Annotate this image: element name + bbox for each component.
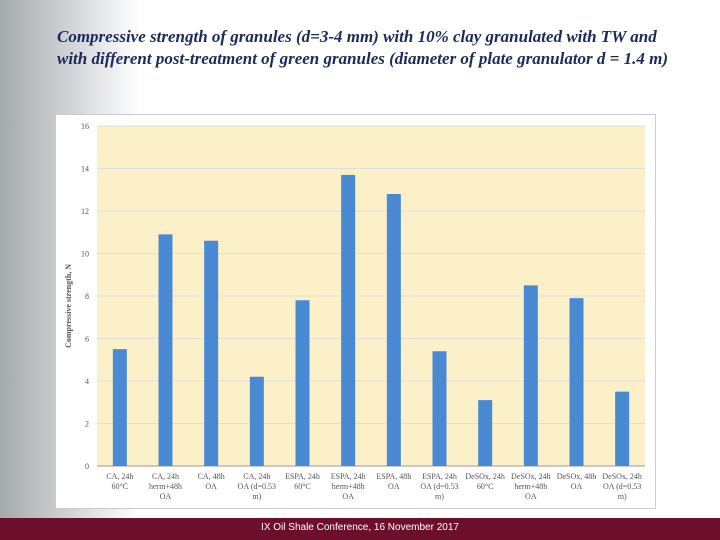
- bar: [204, 240, 219, 466]
- x-tick-label-line: m): [435, 492, 444, 501]
- x-tick-label-line: OA (d=0.53: [238, 482, 276, 491]
- x-tick-label-line: herm+48h: [149, 482, 182, 491]
- x-tick-label-line: CA, 48h: [198, 472, 225, 481]
- y-tick-label: 4: [85, 377, 89, 386]
- footer-bar: IX Oil Shale Conference, 16 November 201…: [0, 518, 720, 540]
- y-tick-label: 10: [81, 250, 89, 259]
- x-tick-label: ESPA, 24h herm+48h OA: [331, 472, 366, 501]
- x-tick-label: DeSOx, 24h herm+48h OA: [511, 472, 551, 501]
- x-tick-label-line: herm+48h: [332, 482, 365, 491]
- y-tick-label: 8: [85, 292, 89, 301]
- x-tick-label-line: DeSOx, 48h: [557, 472, 597, 481]
- x-tick-label-line: 60°C: [477, 482, 494, 491]
- bar: [432, 351, 447, 466]
- bar: [386, 194, 401, 466]
- x-tick-label-line: DeSOx, 24h: [511, 472, 551, 481]
- x-tick-label: CA, 24h herm+48h OA: [149, 472, 182, 501]
- bar: [249, 376, 264, 466]
- bar: [295, 300, 310, 466]
- x-tick-label: ESPA, 24h OA (d=0.53 m): [420, 472, 458, 501]
- bar: [478, 400, 493, 466]
- x-tick-label-line: ESPA, 24h: [422, 472, 457, 481]
- y-tick-label: 12: [81, 207, 89, 216]
- x-tick-label: CA, 24h OA (d=0.53 m): [238, 472, 276, 501]
- x-tick-label-line: ESPA, 24h: [331, 472, 366, 481]
- chart: Compressive strength, N 0 2 4 6 8 10 12 14 16 CA,…: [55, 114, 656, 509]
- x-tick-label-line: OA (d=0.53: [603, 482, 641, 491]
- x-tick-label-line: CA, 24h: [106, 472, 133, 481]
- y-tick-label: 0: [85, 462, 89, 471]
- x-tick-label-line: OA: [342, 492, 354, 501]
- y-tick-label: 14: [81, 165, 89, 174]
- bar: [523, 285, 538, 466]
- x-tick-label-line: herm+48h: [514, 482, 547, 491]
- bar: [341, 174, 356, 466]
- x-tick-label: CA, 48h OA: [198, 472, 225, 491]
- bar: [615, 391, 630, 466]
- y-axis-label: Compressive strength, N: [64, 264, 73, 348]
- x-tick-label: DeSOx, 24h OA (d=0.53 m): [602, 472, 642, 501]
- x-tick-label-line: CA, 24h: [152, 472, 179, 481]
- y-tick-label: 16: [81, 122, 89, 131]
- x-tick-label-line: OA (d=0.53: [420, 482, 458, 491]
- chart-title: Compressive strength of granules (d=3-4 …: [57, 27, 668, 68]
- bar: [112, 349, 127, 466]
- y-tick-label: 6: [85, 335, 89, 344]
- footer-text: IX Oil Shale Conference, 16 November 201…: [261, 522, 459, 533]
- x-tick-label: DeSOx, 24h 60°C: [465, 472, 505, 491]
- x-tick-label-line: DeSOx, 24h: [465, 472, 505, 481]
- x-tick-label-line: OA: [388, 482, 400, 491]
- x-tick-label: ESPA, 24h 60°C: [285, 472, 320, 491]
- x-tick-label-line: OA: [571, 482, 583, 491]
- x-tick-label-line: DeSOx, 24h: [602, 472, 642, 481]
- x-tick-label-line: 60°C: [294, 482, 311, 491]
- bar: [158, 234, 173, 466]
- x-tick-label: DeSOx, 48h OA: [557, 472, 597, 491]
- x-tick-label-line: m): [618, 492, 627, 501]
- x-tick-label-line: 60°C: [112, 482, 129, 491]
- x-tick-label-line: m): [252, 492, 261, 501]
- x-tick-label-line: OA: [525, 492, 537, 501]
- x-tick-label-line: OA: [160, 492, 172, 501]
- x-tick-label-line: ESPA, 48h: [376, 472, 411, 481]
- x-tick-label-line: ESPA, 24h: [285, 472, 320, 481]
- bar: [569, 298, 584, 466]
- x-tick-label: CA, 24h 60°C: [106, 472, 133, 491]
- x-tick-label-line: CA, 24h: [243, 472, 270, 481]
- y-tick-label: 2: [85, 420, 89, 429]
- x-tick-label: ESPA, 48h OA: [376, 472, 411, 491]
- x-tick-label-line: OA: [205, 482, 217, 491]
